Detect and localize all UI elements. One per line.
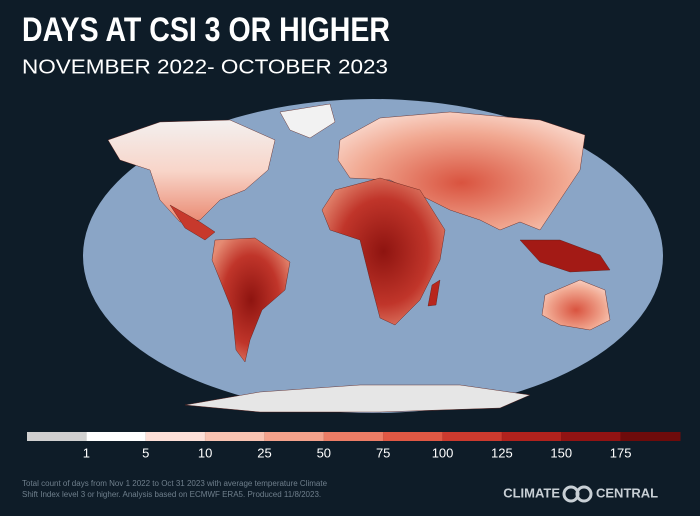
legend-swatch (145, 432, 206, 441)
brand-logo (562, 485, 593, 503)
footnote-line: Shift Index level 3 or higher. Analysis … (22, 490, 321, 499)
legend-tick-label: 75 (376, 445, 390, 460)
legend-swatch (205, 432, 265, 441)
legend-tick-label: 125 (491, 445, 513, 460)
legend-tick-label: 25 (257, 445, 271, 460)
south-america (211, 237, 291, 363)
legend-tick-label: 10 (198, 445, 212, 460)
north-america (107, 119, 276, 223)
legend-tick-label: 50 (317, 445, 331, 460)
legend-swatch (86, 432, 147, 441)
legend-tick-label: 100 (432, 445, 454, 460)
brand-right: CENTRAL (596, 485, 658, 500)
central-america (169, 204, 216, 241)
legend-swatch (264, 432, 325, 441)
africa (321, 177, 446, 326)
legend-tick-label: 1 (83, 445, 90, 460)
brand-left: CLIMATE (503, 485, 560, 500)
madagascar (427, 279, 441, 307)
legend-tick-label: 150 (550, 445, 572, 460)
legend-swatch (501, 432, 562, 441)
map (83, 99, 663, 413)
indonesia (519, 239, 611, 273)
antarctica (184, 384, 531, 413)
greenland (279, 103, 336, 139)
subtitle: NOVEMBER 2022- OCTOBER 2023 (22, 56, 388, 78)
legend-swatch (561, 432, 622, 441)
legend-swatch (442, 432, 503, 441)
legend-tick-label: 5 (142, 445, 149, 460)
title: DAYS AT CSI 3 OR HIGHER (22, 11, 390, 49)
legend-tick-label: 175 (610, 445, 632, 460)
legend: 1 5 10 25 50 75 100 125 150 175 (27, 432, 681, 460)
australia (541, 279, 611, 331)
legend-swatch (383, 432, 444, 441)
footnote-line: Total count of days from Nov 1 2022 to O… (22, 479, 328, 488)
legend-swatch (323, 432, 384, 441)
legend-swatch (27, 432, 87, 441)
legend-swatch (620, 432, 681, 441)
